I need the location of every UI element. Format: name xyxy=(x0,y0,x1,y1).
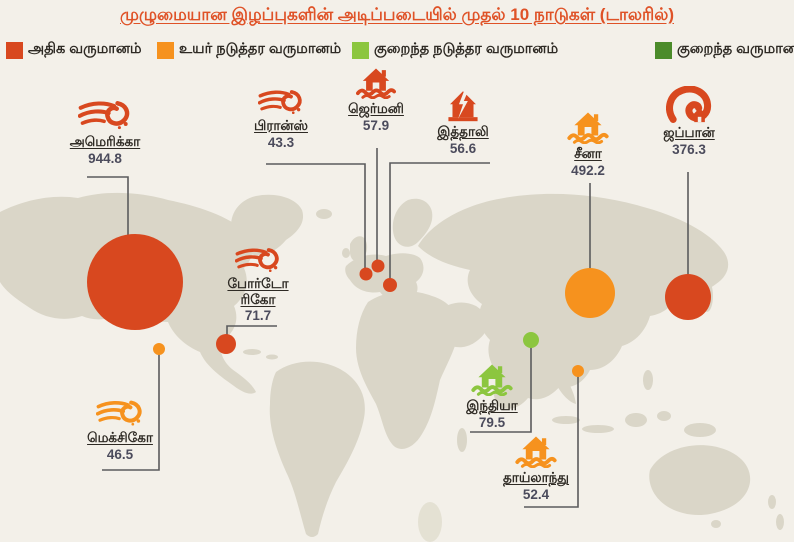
cyclone-icon xyxy=(235,246,281,274)
leader-line-india xyxy=(470,347,532,433)
country-value: 79.5 xyxy=(478,414,506,430)
landmass-caribbean xyxy=(266,354,278,360)
landmass-borneo xyxy=(625,413,647,427)
bubble-mexico xyxy=(153,343,165,355)
country-name: சீனா xyxy=(574,146,602,161)
landmass-caribbean xyxy=(243,349,261,355)
legend-label: குறைந்த வருமானம் xyxy=(677,41,794,57)
legend-label: அதிக வருமானம் xyxy=(28,41,142,57)
legend-swatch xyxy=(157,41,174,59)
country-value: 944.8 xyxy=(88,150,122,166)
bubble-puerto-rico xyxy=(216,334,236,354)
legend-swatch xyxy=(6,41,23,59)
country-callout-china: சீனா 492.2 xyxy=(554,110,622,178)
bubble-germany xyxy=(371,259,385,273)
bubble-italy xyxy=(383,278,397,292)
landmass-south-america xyxy=(269,361,365,537)
leader-line-italy xyxy=(389,162,490,279)
cyclone-icon xyxy=(96,398,144,428)
flood-icon xyxy=(567,110,609,144)
flood-icon xyxy=(356,66,396,99)
leader-line-puerto-rico xyxy=(226,325,277,336)
bubble-thailand xyxy=(572,365,584,377)
country-value: 56.6 xyxy=(449,140,477,156)
country-callout-mexico: மெக்சிகோ 46.5 xyxy=(74,398,166,462)
landmass-iceland xyxy=(316,209,332,219)
country-name: போர்டோ ரிகோ xyxy=(227,276,289,307)
country-value: 57.9 xyxy=(362,117,390,133)
cyclone-icon xyxy=(258,88,304,116)
storm-icon xyxy=(445,88,481,122)
leader-line-thailand xyxy=(524,376,579,508)
landmass-java xyxy=(582,425,614,433)
country-name: ஜப்பான் xyxy=(663,125,715,140)
country-name: இந்தியா xyxy=(466,398,518,413)
country-value: 43.3 xyxy=(267,134,295,150)
landmass-sumatra xyxy=(552,416,580,424)
country-value: 71.7 xyxy=(244,308,272,324)
bubble-india xyxy=(523,332,539,348)
country-name: மெக்சிகோ xyxy=(87,430,153,445)
landmass-sulawesi xyxy=(657,411,671,421)
country-callout-japan: ஜப்பான் 376.3 xyxy=(650,86,728,157)
landmass-new-zealand xyxy=(776,514,784,530)
country-callout-america: அமெரிக்கா 944.8 xyxy=(55,98,155,166)
country-name: இத்தாலி xyxy=(437,124,489,139)
bubble-france xyxy=(359,267,373,281)
landmass-middle-east xyxy=(439,302,487,348)
leader-line-mexico xyxy=(102,354,160,471)
landmass-australia xyxy=(649,445,751,516)
flood-icon xyxy=(514,434,558,468)
leader-line-america xyxy=(87,176,129,262)
cyclone-icon xyxy=(78,98,132,132)
country-name: பிரான்ஸ் xyxy=(254,118,308,133)
country-name: அமெரிக்கா xyxy=(69,134,141,149)
landmass-scandinavia xyxy=(392,198,433,247)
country-callout-france: பிரான்ஸ் 43.3 xyxy=(244,88,318,150)
country-callout-puerto-rico: போர்டோ ரிகோ 71.7 xyxy=(222,246,294,323)
country-callout-germany: ஜெர்மனி 57.9 xyxy=(340,66,412,133)
landmass-africa xyxy=(356,291,459,449)
legend-item-lower-middle-income: குறைந்த நடுத்தர வருமானம் xyxy=(352,41,558,59)
legend-item-upper-middle-income: உயர் நடுத்தர வருமானம் xyxy=(157,41,341,59)
landmass-antarctic-fragment xyxy=(418,502,442,542)
bubble-america xyxy=(87,234,183,330)
landmass-ireland xyxy=(342,248,350,258)
landmass-new-guinea xyxy=(684,423,716,437)
landmass-philippines xyxy=(643,370,653,390)
country-value: 376.3 xyxy=(672,141,706,157)
country-value: 52.4 xyxy=(522,486,550,502)
landmass-indochina xyxy=(555,368,576,404)
bubble-japan xyxy=(665,274,711,320)
leader-lines xyxy=(87,148,689,508)
flood-icon xyxy=(471,362,513,396)
bubble-china xyxy=(565,268,615,318)
legend-item-low-income: குறைந்த வருமானம் xyxy=(655,41,794,59)
tsunami-icon xyxy=(666,86,712,123)
legend-label: குறைந்த நடுத்தர வருமானம் xyxy=(374,41,559,57)
country-callout-india: இந்தியா 79.5 xyxy=(456,362,528,430)
country-callout-thailand: தாய்லாந்து 52.4 xyxy=(492,434,580,502)
chart-title: முழுமையான இழப்புகளின் அடிப்படையில் முதல்… xyxy=(120,5,674,24)
landmass-new-zealand xyxy=(768,495,776,509)
country-name: தாய்லாந்து xyxy=(502,470,570,485)
legend-swatch xyxy=(655,41,672,59)
country-callout-italy: இத்தாலி 56.6 xyxy=(428,88,498,156)
landmass-british-isles xyxy=(350,236,368,262)
leader-line-france xyxy=(266,163,366,270)
legend-swatch xyxy=(352,41,369,59)
country-value: 46.5 xyxy=(106,446,134,462)
country-name: ஜெர்மனி xyxy=(348,101,404,116)
country-bubbles xyxy=(87,234,711,377)
landmass-madagascar xyxy=(457,428,467,452)
landmass-tasmania xyxy=(711,520,721,528)
legend-item-high-income: அதிக வருமானம் xyxy=(6,41,142,59)
country-value: 492.2 xyxy=(571,162,605,178)
legend-label: உயர் நடுத்தர வருமானம் xyxy=(179,41,342,57)
